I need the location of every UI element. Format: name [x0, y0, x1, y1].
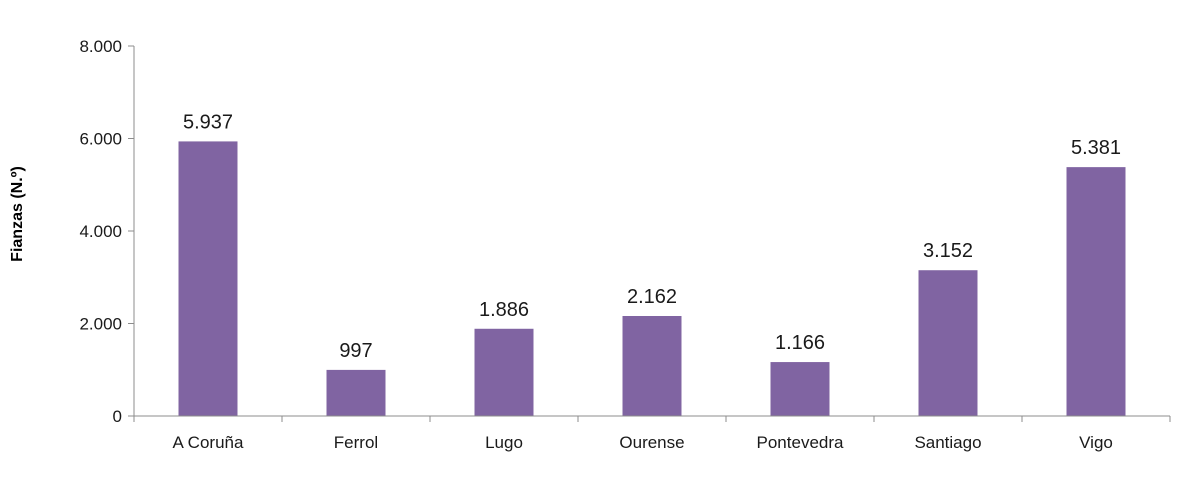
bars: 5.937 997 1.886 2.162 1.166 3.152 5.381 — [178, 111, 1126, 416]
bar — [918, 270, 978, 416]
x-axis-ticks: A Coruña Ferrol Lugo Ourense Pontevedra Santi… — [133, 416, 1171, 452]
bar — [1066, 167, 1126, 416]
y-tick-label: 0 — [113, 407, 122, 426]
bar — [622, 316, 682, 416]
y-tick-label: 4.000 — [79, 222, 122, 241]
bar-value-label: 5.937 — [183, 111, 233, 133]
x-category-label: Vigo — [1079, 433, 1113, 452]
bar — [178, 141, 238, 416]
bar-value-label: 3.152 — [923, 240, 973, 262]
bar — [770, 362, 830, 416]
y-axis-ticks: 0 2.000 4.000 6.000 8.000 — [79, 37, 134, 426]
x-category-label: Santiago — [914, 433, 981, 452]
y-tick-label: 6.000 — [79, 130, 122, 149]
y-axis-title: Fianzas (N.º) — [9, 166, 26, 262]
bar-value-label: 5.381 — [1071, 137, 1121, 159]
bar-value-label: 1.886 — [479, 299, 529, 321]
x-category-label: Ourense — [619, 433, 684, 452]
bar-value-label: 997 — [339, 340, 372, 362]
x-category-label: A Coruña — [173, 433, 244, 452]
y-tick-label: 8.000 — [79, 37, 122, 56]
bar — [474, 328, 534, 416]
axes — [133, 46, 1170, 417]
x-category-label: Lugo — [485, 433, 523, 452]
bar-value-label: 2.162 — [627, 286, 677, 308]
bar — [326, 369, 386, 416]
bar-value-label: 1.166 — [775, 332, 825, 354]
x-category-label: Ferrol — [334, 433, 378, 452]
y-tick-label: 2.000 — [79, 315, 122, 334]
x-category-label: Pontevedra — [757, 433, 844, 452]
